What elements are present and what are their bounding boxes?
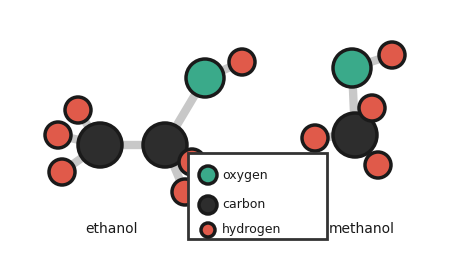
- Text: hydrogen: hydrogen: [222, 224, 282, 236]
- Circle shape: [333, 113, 377, 157]
- Circle shape: [201, 223, 215, 237]
- Circle shape: [302, 125, 328, 151]
- Text: methanol: methanol: [329, 222, 395, 236]
- Circle shape: [379, 42, 405, 68]
- Circle shape: [172, 179, 198, 205]
- Text: carbon: carbon: [222, 198, 265, 212]
- Text: ethanol: ethanol: [86, 222, 138, 236]
- Circle shape: [143, 123, 187, 167]
- Circle shape: [199, 196, 217, 214]
- Text: oxygen: oxygen: [222, 169, 268, 181]
- Circle shape: [359, 95, 385, 121]
- Circle shape: [333, 49, 371, 87]
- Circle shape: [78, 123, 122, 167]
- Circle shape: [186, 59, 224, 97]
- Circle shape: [45, 122, 71, 148]
- Circle shape: [49, 159, 75, 185]
- Circle shape: [199, 166, 217, 184]
- Circle shape: [365, 152, 391, 178]
- FancyBboxPatch shape: [188, 153, 327, 239]
- Circle shape: [179, 149, 205, 175]
- Circle shape: [229, 49, 255, 75]
- Circle shape: [65, 97, 91, 123]
